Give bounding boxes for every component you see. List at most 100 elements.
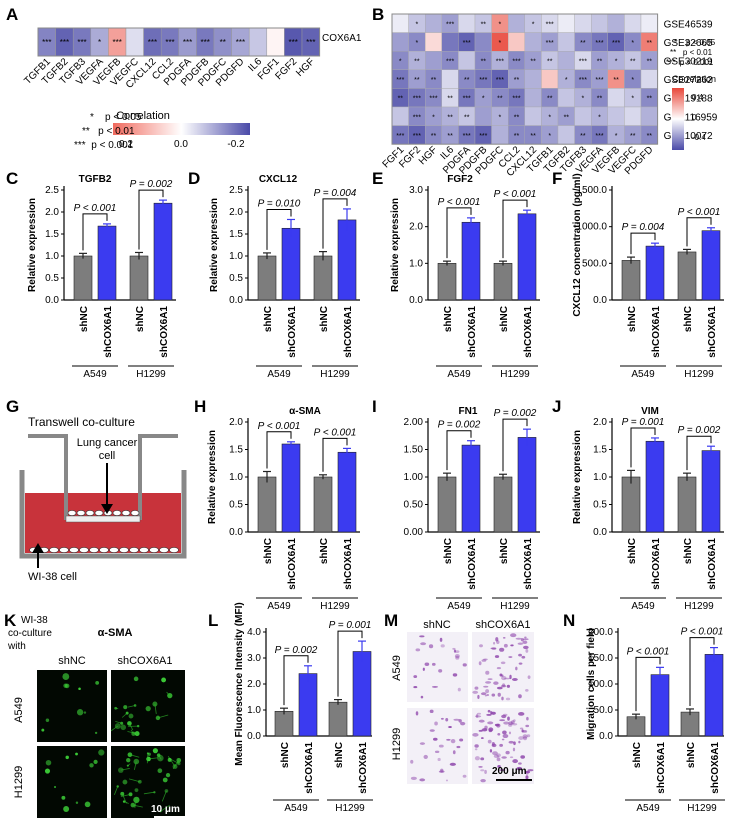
heat-cell [607, 106, 625, 126]
migrated-cell [518, 694, 522, 699]
sig-star: * [631, 77, 634, 84]
y-tick-label: 0.5 [45, 273, 59, 284]
group-label: shNC [499, 538, 510, 564]
heat-cell [624, 106, 642, 126]
bar [97, 225, 117, 301]
row-label: COX6A1 [322, 33, 362, 44]
heat-cell [541, 69, 559, 89]
migrated-cell [497, 764, 501, 768]
actin-fiber [160, 804, 171, 812]
y-tick-label: 2.5 [45, 185, 59, 196]
migrated-cell [510, 633, 517, 638]
p-value: P = 0.004 [314, 188, 357, 199]
sig-legend: ** p < 0.01 [670, 48, 713, 57]
corner-label: co-culture [8, 628, 52, 639]
legend-tick: 0.2 [119, 139, 133, 150]
significance-bracket [337, 630, 363, 697]
cell-line-label: H1299 [687, 803, 717, 814]
legend-gradient [113, 123, 250, 135]
sig-star: ** [530, 133, 536, 140]
migrated-cell [476, 712, 482, 715]
heat-cell [508, 13, 526, 33]
migrated-cell [485, 670, 490, 675]
y-tick-label: 0.0 [409, 295, 423, 306]
legend-gradient [672, 88, 684, 150]
group-label: shNC [263, 306, 274, 332]
migrated-cell [452, 673, 458, 677]
fluorescent-spot [63, 805, 70, 812]
sig-star: ** [647, 133, 653, 140]
actin-fiber [120, 768, 130, 771]
cell-label: Lung cancer [77, 437, 138, 449]
significance-bracket [630, 427, 656, 468]
column-label: HGF [417, 145, 440, 168]
sig-star: * [98, 38, 101, 47]
migrated-cell [520, 755, 526, 759]
sig-star: *** [595, 77, 603, 84]
wi38-cell [59, 547, 69, 553]
fluorescent-spot [167, 757, 172, 762]
diagram-title: Transwell co-culture [28, 415, 135, 429]
actin-fiber [128, 778, 140, 783]
heat-cell [524, 32, 542, 52]
migrated-cell [524, 636, 527, 639]
migrated-cell [486, 694, 490, 697]
chart-title: TGFB2 [79, 174, 112, 185]
fluorescent-spot [45, 759, 52, 766]
migrated-cell [484, 725, 488, 730]
p-value: P = 0.002 [678, 425, 721, 436]
p-value: P = 0.010 [258, 198, 301, 209]
y-tick-label: 1.0 [593, 472, 607, 483]
bar [677, 251, 697, 301]
migrated-cell [516, 766, 523, 771]
significance-bracket [266, 208, 292, 250]
migrated-cell [522, 734, 528, 739]
heat-cell [508, 32, 526, 52]
migrated-cell [429, 729, 435, 732]
y-tick-label: 1.0 [409, 258, 423, 269]
group-label: shNC [686, 742, 697, 768]
sig-star: ** [481, 59, 487, 66]
migrated-cell [502, 637, 506, 639]
cell-label: cell [99, 450, 116, 462]
migrated-cell [474, 756, 480, 761]
group-label: shNC [632, 742, 643, 768]
migrated-cell [499, 647, 505, 652]
heat-border [37, 27, 321, 57]
actin-fiber [123, 801, 129, 804]
p-value: P < 0.001 [74, 203, 117, 214]
sig-star: *** [546, 40, 554, 47]
fluorescent-spot [53, 785, 57, 789]
migrated-cell [420, 642, 427, 646]
sig-star: *** [479, 133, 487, 140]
migrated-cell [515, 637, 522, 640]
migrated-cell [453, 649, 457, 653]
col-label: shNC [423, 619, 451, 631]
bar [701, 450, 721, 533]
migrated-cell [480, 769, 485, 772]
migrated-cell [509, 674, 512, 680]
row-label: GSE32665 [664, 38, 713, 49]
group-label: shCOX6A1 [287, 538, 298, 590]
migrated-cell [500, 661, 506, 665]
actin-fiber [129, 723, 134, 731]
fluorescent-spot [93, 759, 98, 764]
fluorescent-spot [98, 749, 105, 756]
bar [650, 674, 670, 737]
fluorescent-spot [84, 801, 91, 808]
sig-star: *** [42, 38, 51, 47]
significance-bracket [82, 213, 108, 251]
fluorescent-spot [164, 789, 169, 793]
y-axis-label: Relative expression [209, 198, 220, 292]
heat-cell [524, 69, 542, 89]
row-label: GSE116959 [664, 112, 718, 123]
bar [313, 476, 333, 533]
cell-line-label: H1299 [684, 601, 714, 612]
migrated-cell [434, 750, 440, 754]
panel-m-migration: M shNC shCOX6A1 A549 H1299 200 μm [384, 611, 534, 784]
significance-bracket [138, 189, 164, 250]
fluorescent-spot [95, 681, 100, 685]
significance-bracket [322, 198, 348, 249]
y-tick-label: 150.0 [588, 653, 613, 664]
arrow-head [32, 543, 44, 553]
